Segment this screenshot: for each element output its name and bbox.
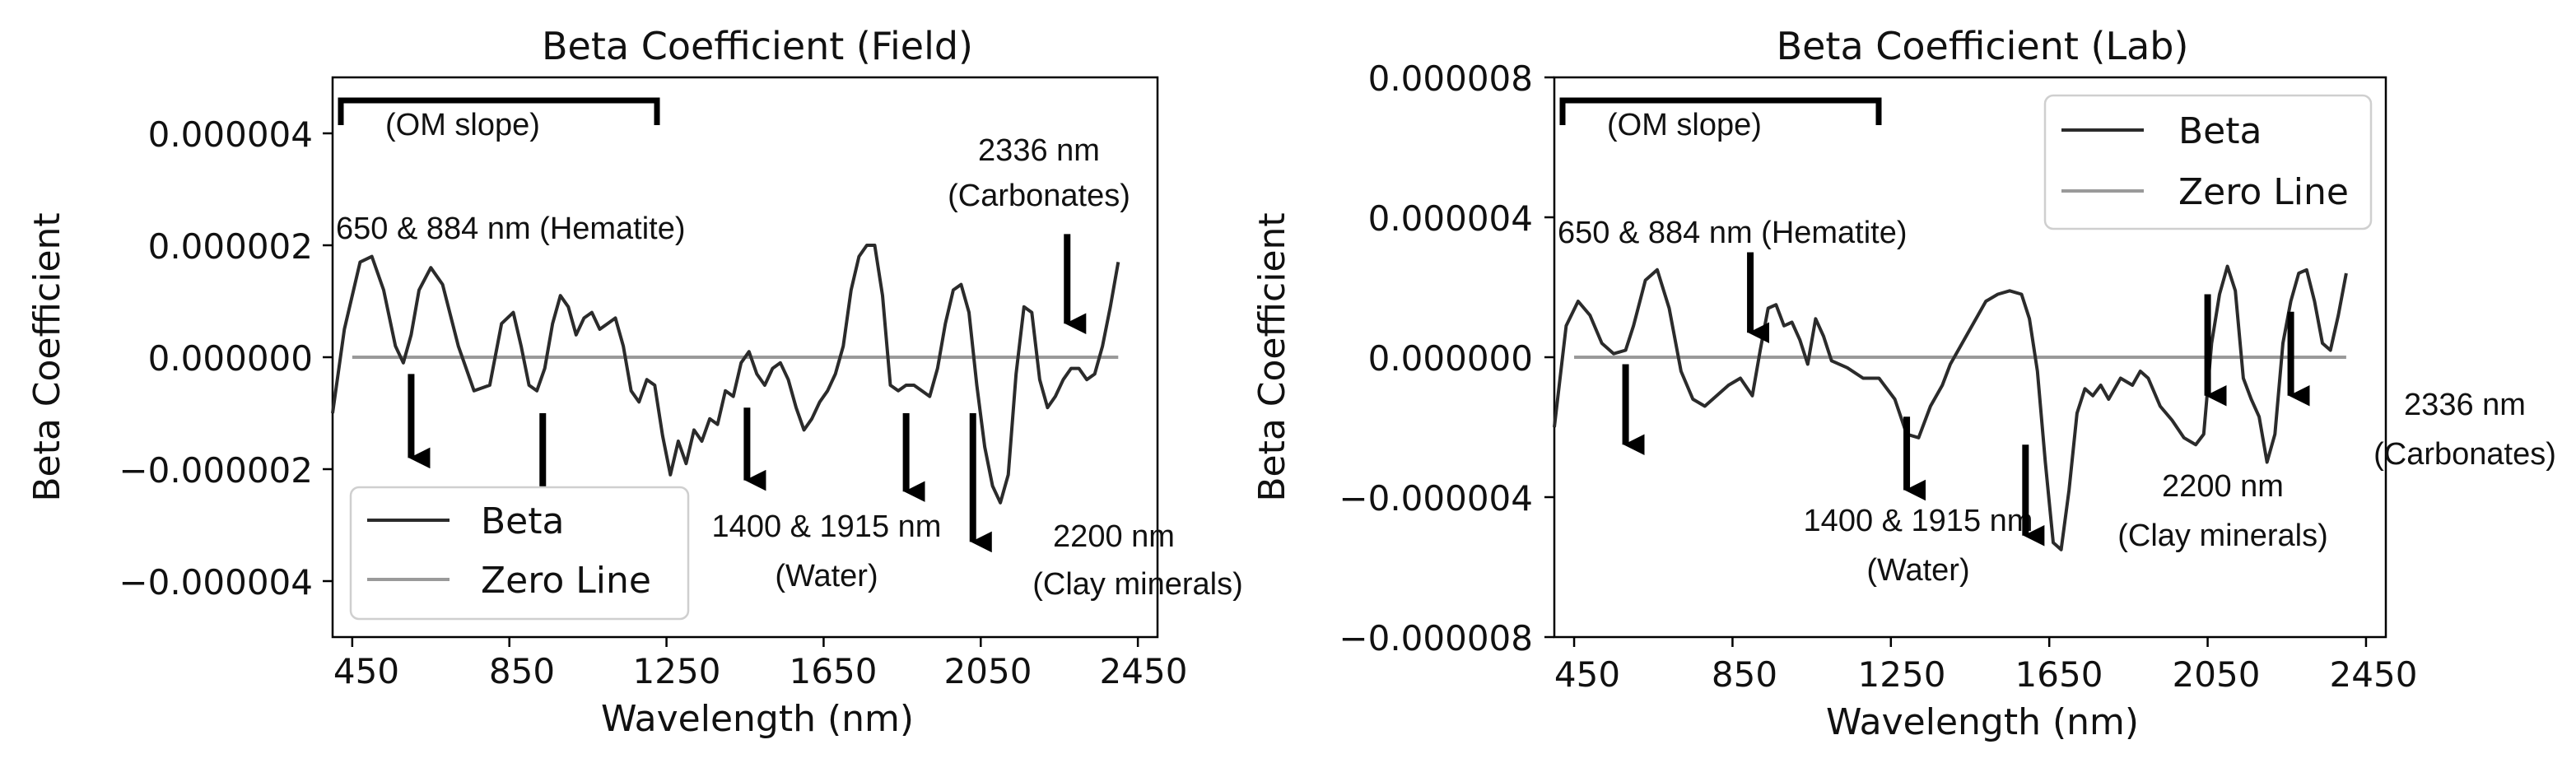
svg-text:−0.000004: −0.000004	[119, 562, 313, 602]
svg-text:0.000004: 0.000004	[148, 114, 313, 155]
chart-field: Beta Coefficient (Field) 0.000004 0.0000…	[26, 24, 1243, 740]
annotation-om-slope: (OM slope)	[385, 108, 540, 142]
legend-label-zero-line: Zero Line	[2178, 171, 2349, 213]
chart-title: Beta Coefficient (Lab)	[1777, 24, 2189, 68]
annotation-hematite: 650 & 884 nm (Hematite)	[1558, 216, 1908, 250]
annotation-water: (Water)	[1866, 553, 1969, 588]
legend-label-beta: Beta	[2178, 110, 2262, 152]
x-tick-label: 1650	[2015, 654, 2103, 695]
x-tick-label: 450	[333, 651, 399, 691]
annotation-carbonates: (Carbonates)	[2373, 437, 2556, 472]
x-axis: 450 850 1250 1650 2050 2450	[1554, 654, 2418, 695]
y-tick-label: −0.000002	[119, 450, 313, 491]
y-tick-label: 0.000004	[1368, 198, 1533, 239]
x-tick-label: 450	[1554, 654, 1620, 695]
x-tick-label: 1250	[633, 651, 721, 691]
y-tick-label: 0.000000	[1368, 338, 1533, 379]
x-axis: 450 850 1250 1650 2050 2450	[333, 651, 1188, 691]
annotation-water: (Water)	[775, 559, 878, 593]
y-axis: 0.000004 0.000002 0.000000 −0.000002 −0.…	[119, 114, 333, 602]
y-axis-label: Beta Coefficient	[1251, 212, 1293, 501]
annotation-2200-nm: 2200 nm	[2162, 469, 2284, 504]
y-ticks	[1544, 76, 1554, 639]
annotation-clay-minerals: (Clay minerals)	[2117, 519, 2327, 553]
x-tick-label: 850	[1712, 654, 1777, 695]
x-tick-label: 850	[489, 651, 555, 691]
absorption-arrows	[1622, 252, 2310, 547]
annotation-carbonates: (Carbonates)	[948, 179, 1130, 213]
annotation-om-slope: (OM slope)	[1607, 108, 1762, 142]
annotation-hematite: 650 & 884 nm (Hematite)	[336, 212, 686, 246]
svg-text:0.000000: 0.000000	[148, 338, 313, 379]
x-ticks	[1572, 637, 2368, 647]
legend: Beta Zero Line	[2043, 94, 2373, 230]
x-axis-label: Wavelength (nm)	[601, 698, 914, 740]
legend-label-zero-line: Zero Line	[481, 560, 651, 602]
y-tick-label: 0.000004	[148, 114, 313, 155]
y-axis-label: Beta Coefficient	[26, 212, 68, 501]
om-slope-bracket	[1559, 97, 1882, 125]
chart-title: Beta Coefficient (Field)	[542, 24, 973, 68]
beta-series-line	[1553, 264, 2348, 551]
x-tick-label: 2450	[1100, 651, 1188, 691]
x-tick-label: 2050	[944, 651, 1032, 691]
x-tick-label: 2450	[2330, 654, 2418, 695]
x-ticks	[351, 637, 1139, 647]
annotation-2336-nm: 2336 nm	[978, 133, 1100, 168]
annotation-1400-1915-nm: 1400 & 1915 nm	[1804, 504, 2033, 538]
om-slope-bracket	[338, 97, 660, 125]
beta-series-line	[331, 244, 1120, 505]
chart-lab: Beta Coefficient (Lab) 0.000008 0.000004…	[1251, 24, 2556, 743]
legend: Beta Zero Line	[349, 486, 690, 621]
y-tick-label: −0.000004	[1339, 478, 1533, 519]
legend-label-beta: Beta	[481, 500, 564, 542]
annotation-1400-1915-nm: 1400 & 1915 nm	[712, 509, 942, 544]
y-axis: 0.000008 0.000004 0.000000 −0.000004 −0.…	[1339, 58, 1533, 658]
y-tick-label: 0.000002	[148, 226, 313, 267]
annotation-clay-minerals: (Clay minerals)	[1032, 567, 1242, 602]
svg-text:0.000002: 0.000002	[148, 226, 313, 267]
annotation-2200-nm: 2200 nm	[1053, 519, 1175, 554]
annotation-2336-nm: 2336 nm	[2404, 388, 2526, 422]
y-tick-label: −0.000004	[119, 562, 313, 602]
y-tick-label: 0.000008	[1368, 58, 1533, 99]
absorption-arrows	[408, 234, 1087, 553]
svg-text:−0.000002: −0.000002	[119, 450, 313, 491]
x-tick-label: 2050	[2173, 654, 2261, 695]
y-tick-label: −0.000008	[1339, 618, 1533, 658]
x-tick-label: 1250	[1858, 654, 1946, 695]
x-tick-label: 1650	[790, 651, 878, 691]
y-tick-label: 0.000000	[148, 338, 313, 379]
x-axis-label: Wavelength (nm)	[1826, 701, 2139, 743]
